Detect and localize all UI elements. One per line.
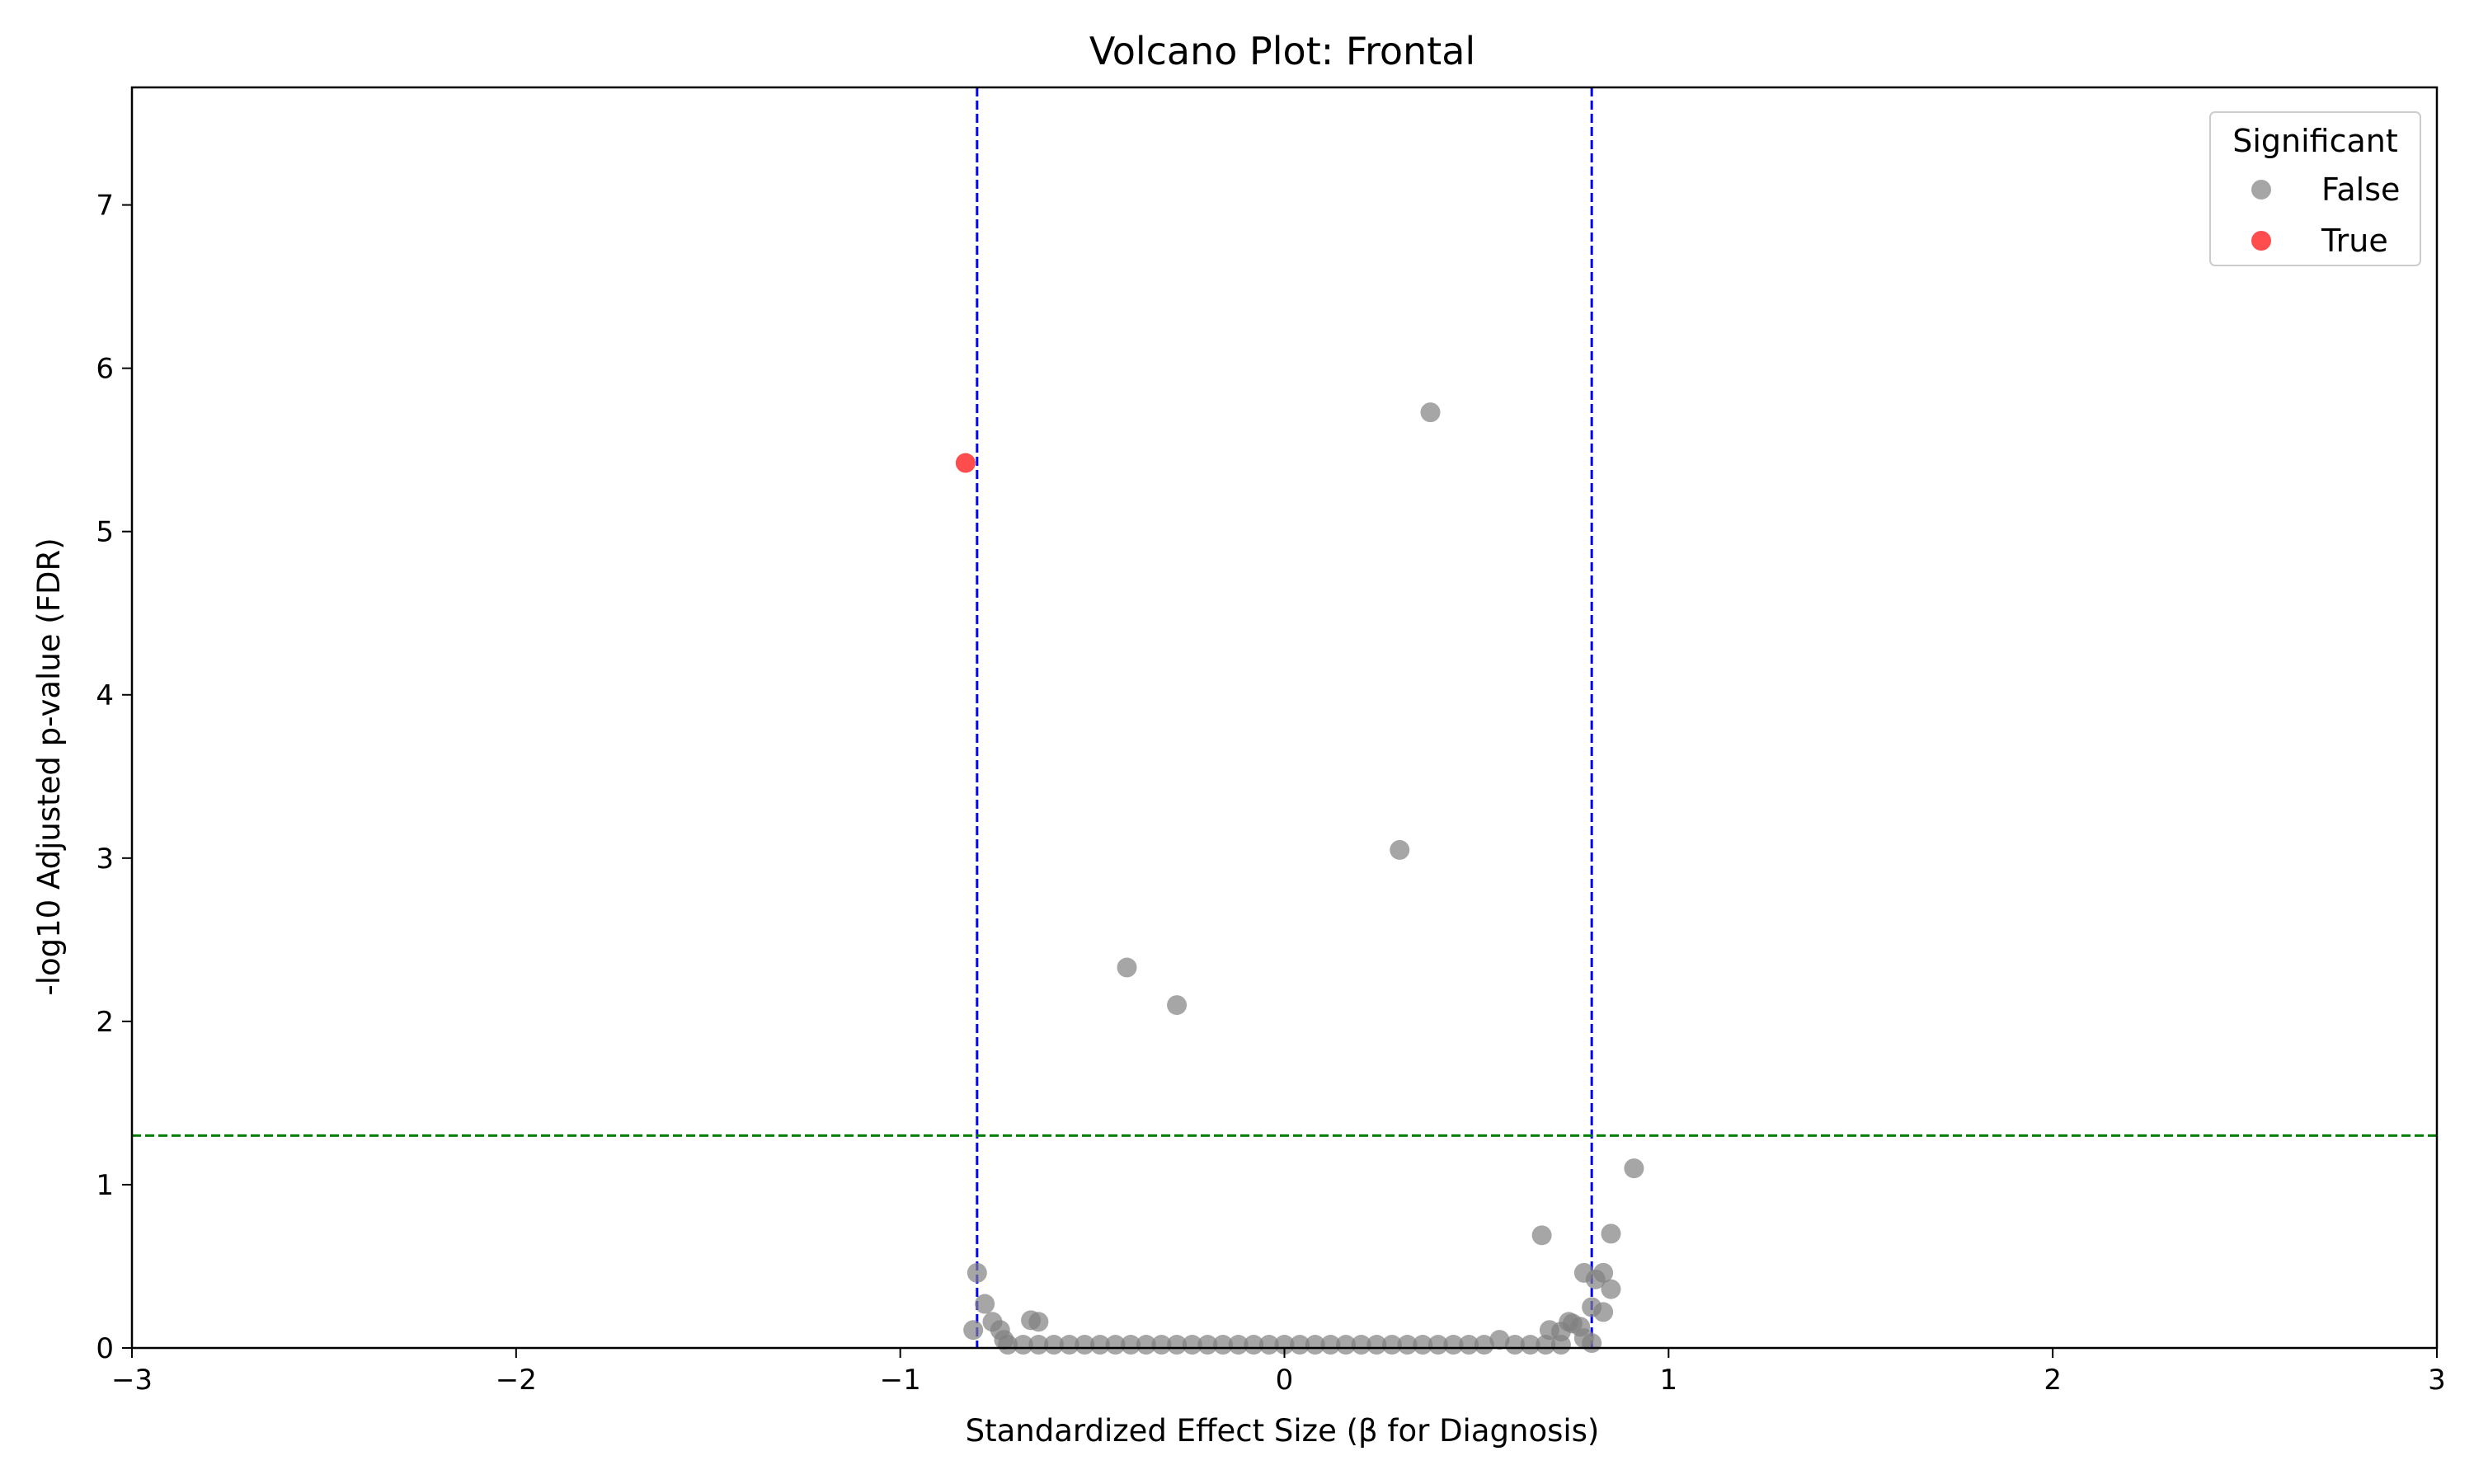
nonsignificant-point: [1258, 1335, 1279, 1355]
nonsignificant-point: [1413, 1335, 1433, 1355]
legend-label: True: [2321, 223, 2388, 259]
nonsignificant-point: [1381, 1335, 1402, 1355]
x-axis-ticks: −3 −2 −1 0 1 2 3: [111, 1348, 2446, 1397]
nonsignificant-point: [1585, 1269, 1606, 1289]
y-tick-label: 3: [96, 843, 114, 876]
nonsignificant-point: [1536, 1335, 1556, 1355]
x-axis-label: Standardized Effect Size (β for Diagnosi…: [966, 1413, 1600, 1449]
legend-title: Significant: [2232, 123, 2398, 159]
reference-lines: [132, 87, 2437, 1348]
nonsignificant-point: [1320, 1335, 1341, 1355]
x-tick-label: −1: [880, 1364, 921, 1397]
nonsignificant-point: [1059, 1335, 1079, 1355]
nonsignificant-point: [1151, 1335, 1172, 1355]
y-tick-label: 5: [96, 516, 114, 549]
nonsignificant-point: [1167, 1335, 1188, 1355]
x-tick-label: 1: [1660, 1364, 1678, 1397]
nonsignificant-point: [1305, 1335, 1325, 1355]
x-tick-label: 3: [2428, 1364, 2446, 1397]
legend-box: [2209, 111, 2421, 266]
y-tick-label: 2: [96, 1006, 114, 1039]
y-axis-label: -log10 Adjusted p-value (FDR): [31, 538, 67, 995]
nonsignificant-point: [963, 1320, 984, 1341]
nonsignificant-point: [1601, 1279, 1621, 1299]
nonsignificant-point: [1044, 1335, 1064, 1355]
y-tick-label: 0: [96, 1332, 114, 1365]
nonsignificant-point: [1420, 402, 1441, 423]
nonsignificant-point: [1197, 1335, 1218, 1355]
data-points: [955, 402, 1644, 1355]
nonsignificant-point: [1489, 1330, 1510, 1350]
nonsignificant-point: [998, 1335, 1018, 1355]
nonsignificant-point: [1443, 1335, 1464, 1355]
nonsignificant-point: [1028, 1312, 1049, 1332]
x-tick-label: 0: [1276, 1364, 1294, 1397]
nonsignificant-point: [1105, 1335, 1126, 1355]
nonsignificant-point: [1212, 1335, 1233, 1355]
nonsignificant-point: [975, 1294, 995, 1314]
chart-title: Volcano Plot: Frontal: [1089, 29, 1475, 73]
nonsignificant-point: [1013, 1335, 1033, 1355]
nonsignificant-point: [1244, 1335, 1264, 1355]
x-tick-label: 2: [2044, 1364, 2062, 1397]
legend-marker: [2251, 231, 2271, 251]
nonsignificant-point: [1520, 1335, 1540, 1355]
nonsignificant-point: [967, 1262, 987, 1283]
y-tick-label: 7: [96, 190, 114, 223]
nonsignificant-point: [1427, 1335, 1448, 1355]
significant-point: [955, 453, 976, 473]
nonsignificant-point: [1089, 1335, 1110, 1355]
nonsignificant-point: [1028, 1335, 1049, 1355]
nonsignificant-point: [1366, 1335, 1387, 1355]
y-tick-label: 6: [96, 353, 114, 386]
nonsignificant-point: [1459, 1335, 1479, 1355]
nonsignificant-point: [1117, 957, 1137, 978]
nonsignificant-point: [1390, 839, 1410, 860]
nonsignificant-point: [1136, 1335, 1156, 1355]
nonsignificant-point: [1075, 1335, 1095, 1355]
nonsignificant-point: [1505, 1335, 1525, 1355]
nonsignificant-point: [1582, 1333, 1602, 1354]
legend-marker: [2251, 180, 2271, 200]
nonsignificant-point: [1228, 1335, 1249, 1355]
nonsignificant-point: [1531, 1225, 1552, 1246]
y-tick-label: 4: [96, 679, 114, 712]
nonsignificant-point: [1167, 995, 1188, 1016]
nonsignificant-point: [1182, 1335, 1202, 1355]
nonsignificant-point: [1474, 1335, 1494, 1355]
nonsignificant-point: [1336, 1335, 1357, 1355]
nonsignificant-point: [1550, 1335, 1571, 1355]
legend: Significant False True: [2209, 111, 2421, 266]
nonsignificant-point: [1274, 1335, 1295, 1355]
x-tick-label: −2: [496, 1364, 537, 1397]
y-axis-ticks: 0 1 2 3 4 5 6 7: [96, 190, 132, 1365]
nonsignificant-point: [1121, 1335, 1141, 1355]
nonsignificant-point: [1624, 1158, 1644, 1179]
nonsignificant-point: [1290, 1335, 1310, 1355]
nonsignificant-point: [1397, 1335, 1418, 1355]
y-tick-label: 1: [96, 1169, 114, 1202]
nonsignificant-point: [1601, 1223, 1621, 1244]
x-tick-label: −3: [111, 1364, 153, 1397]
legend-label: False: [2321, 171, 2400, 208]
nonsignificant-point: [1351, 1335, 1371, 1355]
nonsignificant-point: [1593, 1302, 1614, 1322]
